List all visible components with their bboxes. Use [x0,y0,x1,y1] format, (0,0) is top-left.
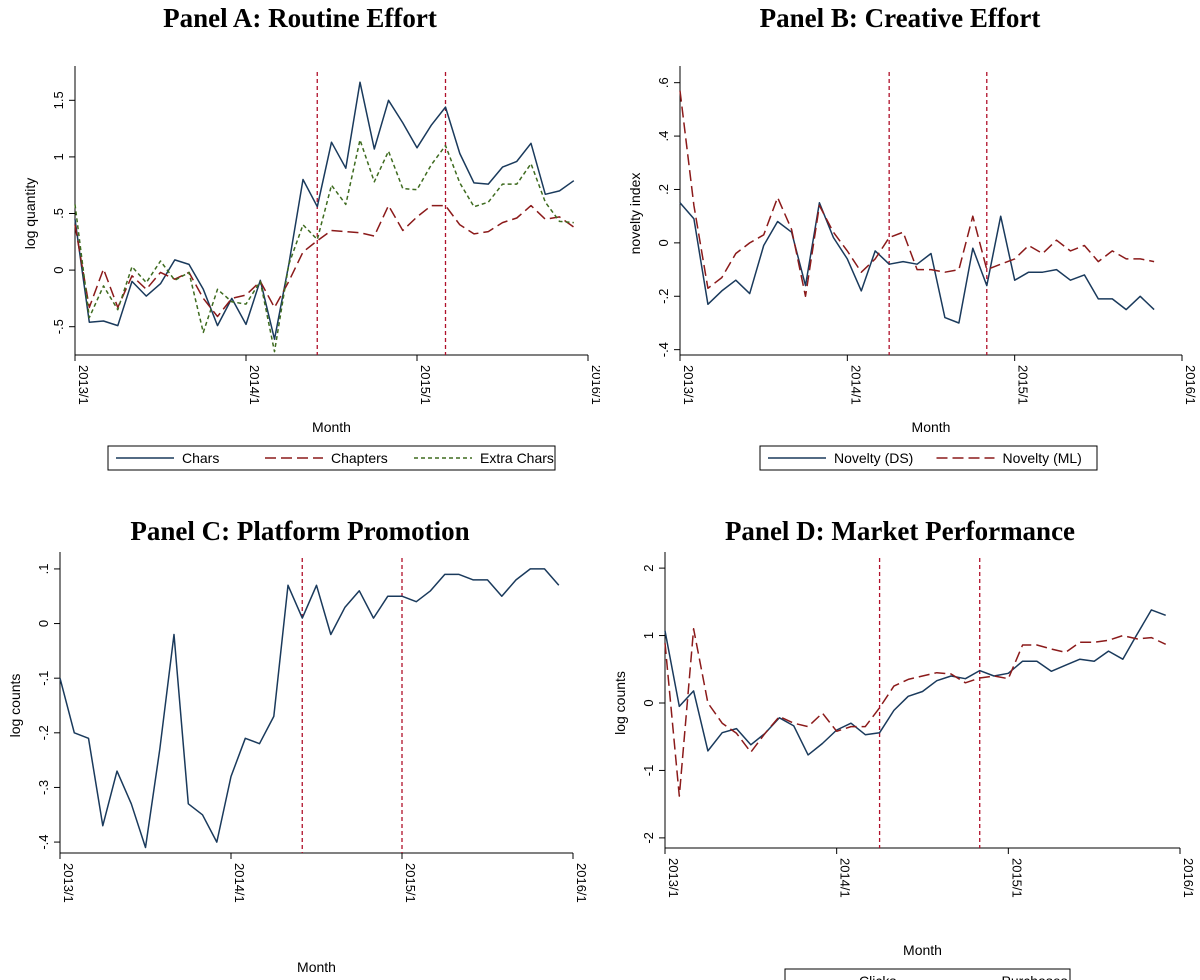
panel-c-series-line-1 [59,568,560,849]
panel-a-y-tick-label: 0 [51,266,66,273]
panel-d-y-axis-label: log counts [612,671,628,735]
panel-d-series-line-2 [664,628,1167,797]
panel-b-x-tick-label: 2016/1 [1183,365,1198,405]
panel-a-series-line-3 [74,139,574,353]
panel-c-y-tick-label: 0 [36,620,51,627]
panel-c-x-axis-label: Month [297,959,336,975]
panel-c-y-tick-label: -.2 [36,725,51,740]
panel-b-x-axis-label: Month [912,419,951,435]
panel-a-title: Panel A: Routine Effort [163,3,437,33]
panel-c-y-tick-label: -.1 [36,671,51,686]
panel-d-y-tick-label: 0 [641,699,656,706]
panel-d-x-tick-label: 2014/1 [838,858,853,898]
panel-b-y-tick-label: -.4 [656,342,671,357]
panel-d-y-tick-label: -2 [641,832,656,844]
panel-b-x-tick-label: 2014/1 [848,365,863,405]
panel-a-legend-label-2: Chapters [331,450,388,466]
panel-a-x-tick-label: 2014/1 [247,365,262,405]
panel-b-y-tick-label: -.2 [656,289,671,304]
panel-b-y-tick-label: .4 [656,131,671,142]
panel-b-series-line-2 [679,90,1155,298]
panel-c-y-tick-label: -.4 [36,834,51,849]
panel-d-y-tick-label: 1 [641,632,656,639]
panel-b-legend: Novelty (DS) Novelty (ML) [759,445,1098,471]
panel-a-y-tick-label: -.5 [51,319,66,334]
panel-a-y-tick-label: .5 [51,208,66,219]
panel-c-x-tick-label: 2013/1 [61,863,76,903]
panel-d-x-tick-label: 2015/1 [1009,858,1024,898]
panel-a-x-tick-label: 2016/1 [589,365,600,405]
panel-d-series-line-1 [664,609,1166,756]
chart-panel-a: Panel A: Routine Effort -.5 0 .5 1 1.5 2013/1 2… [22,3,600,471]
panel-b-y-tick-label: .6 [656,77,671,88]
panel-a-x-tick-label: 2013/1 [76,365,91,405]
panel-b-series-line-1 [679,202,1155,324]
panel-b-title: Panel B: Creative Effort [760,3,1041,33]
panel-c-y-tick-label: .1 [36,564,51,575]
panel-a-series-line-1 [74,81,575,340]
panel-a-legend-box [107,445,556,471]
panel-b-legend-label-1: Novelty (DS) [834,450,913,466]
panel-b-y-tick-label: .2 [656,184,671,195]
panel-d-x-tick-label: 2013/1 [666,858,681,898]
panel-d-legend-box [784,968,1071,980]
panel-a: Panel A: Routine Effort -.5 0 .5 1 1.5 2013/1 2… [0,0,600,490]
panel-a-x-axis-label: Month [312,419,351,435]
panel-b: Panel B: Creative Effort -.4 -.2 0 .2 .4 .6 201… [600,0,1200,490]
panel-a-y-axis-label: log quantity [22,178,38,250]
panel-c-x-tick-label: 2014/1 [232,863,247,903]
panel-d-y-tick-label: -1 [641,765,656,777]
panel-d: Panel D: Market Performance -2 -1 0 1 2 2013/1… [600,490,1200,980]
panel-c-y-tick-label: -.3 [36,780,51,795]
panel-a-series-line-2 [74,204,575,318]
chart-panel-c: Panel C: Platform Promotion -.4 -.3 -.2 -.1 0… [7,516,589,975]
panel-c-x-tick-label: 2015/1 [403,863,418,903]
panel-a-y-tick-label: 1.5 [51,91,66,109]
chart-panel-d: Panel D: Market Performance -2 -1 0 1 2 2013/1… [612,516,1196,980]
panel-d-legend: Clicks Purchases [784,968,1071,980]
panel-c: Panel C: Platform Promotion -.4 -.3 -.2 -.1 0… [0,490,600,980]
panel-b-x-tick-label: 2015/1 [1016,365,1031,405]
panel-d-x-axis-label: Month [903,942,942,958]
panel-c-title: Panel C: Platform Promotion [130,516,469,546]
panel-d-title: Panel D: Market Performance [725,516,1075,546]
panel-a-x-tick-label: 2015/1 [418,365,433,405]
panel-c-x-tick-label: 2016/1 [574,863,589,903]
panel-b-y-tick-label: 0 [656,239,671,246]
panel-a-legend-label-1: Chars [182,450,219,466]
panel-b-legend-label-2: Novelty (ML) [1003,450,1082,466]
panel-a-legend: Chars Chapters Extra Chars [107,445,556,471]
panel-a-legend-label-3: Extra Chars [480,450,554,466]
panel-d-legend-label-1: Clicks [859,973,896,980]
panel-b-y-axis-label: novelty index [627,173,643,255]
chart-panel-b: Panel B: Creative Effort -.4 -.2 0 .2 .4 .6 201… [627,3,1198,471]
panel-d-legend-label-2: Purchases [1002,973,1068,980]
panel-d-x-tick-label: 2016/1 [1181,858,1196,898]
panel-c-y-axis-label: log counts [7,674,23,738]
panel-d-y-tick-label: 2 [641,564,656,571]
panel-b-x-tick-label: 2013/1 [681,365,696,405]
panel-a-y-tick-label: 1 [51,153,66,160]
